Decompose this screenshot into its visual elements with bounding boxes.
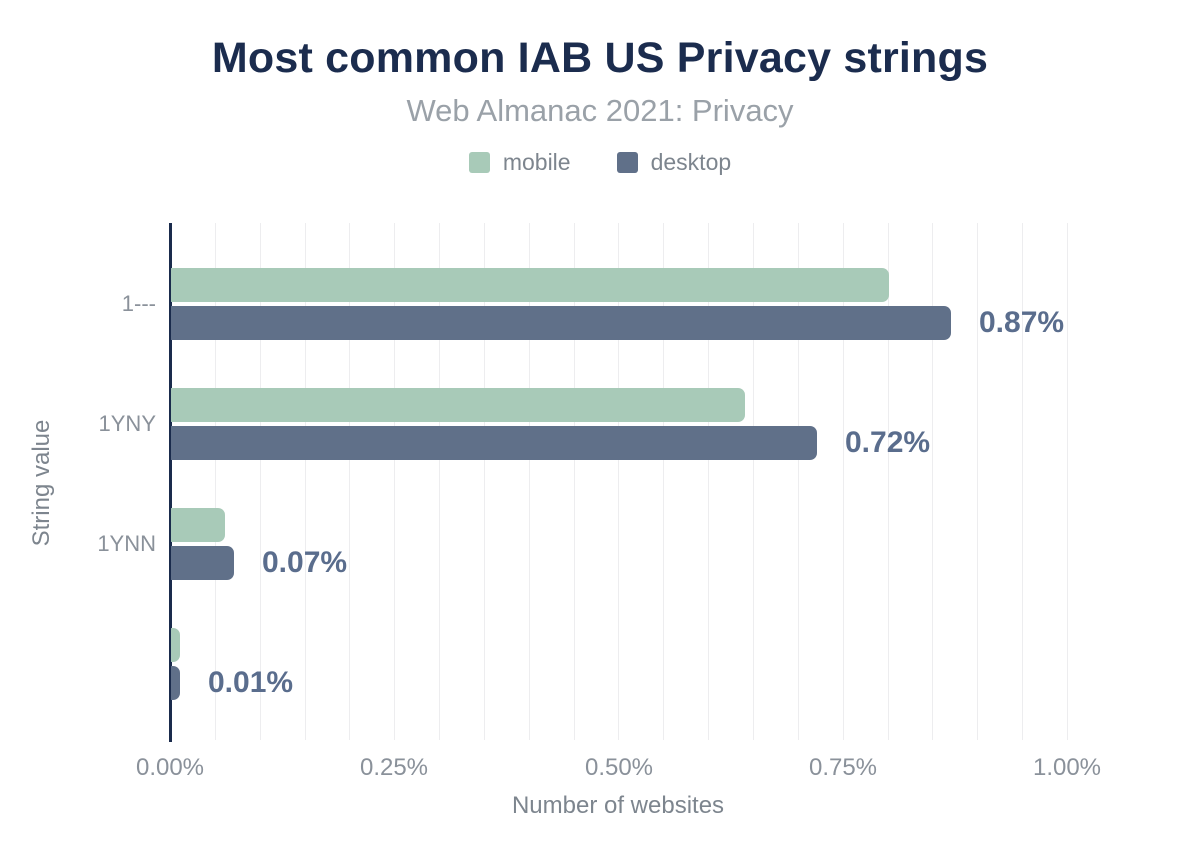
desktop-bar[interactable] bbox=[171, 306, 951, 340]
gridline bbox=[439, 223, 440, 740]
plot-area: 1--- 0.87% 1YNY 0.72% 1YNN 0.07% 0.01% 0.00% 0.2… bbox=[97, 223, 1130, 781]
gridline bbox=[843, 223, 844, 740]
legend-label-desktop: desktop bbox=[650, 149, 732, 175]
gridline bbox=[484, 223, 485, 740]
gridline bbox=[708, 223, 709, 740]
gridline bbox=[529, 223, 530, 740]
gridline bbox=[305, 223, 306, 740]
gridline bbox=[977, 223, 978, 740]
gridline bbox=[1022, 223, 1023, 740]
gridline bbox=[1067, 223, 1068, 740]
x-tick-label: 0.75% bbox=[808, 754, 878, 781]
gridline bbox=[574, 223, 575, 740]
category-label: 1YNY bbox=[98, 411, 156, 436]
mobile-bar[interactable] bbox=[171, 508, 225, 542]
category-label: 1--- bbox=[121, 291, 156, 316]
mobile-bar[interactable] bbox=[171, 388, 745, 422]
legend-item-desktop[interactable]: desktop bbox=[616, 149, 732, 176]
desktop-bar[interactable] bbox=[171, 546, 234, 580]
mobile-bar[interactable] bbox=[171, 628, 180, 662]
mobile-bar[interactable] bbox=[171, 268, 889, 302]
x-tick-label: 0.25% bbox=[359, 754, 429, 781]
gridline bbox=[663, 223, 664, 740]
gridline bbox=[215, 223, 216, 740]
legend-item-mobile[interactable]: mobile bbox=[468, 149, 571, 176]
chart-title: Most common IAB US Privacy strings bbox=[211, 34, 989, 82]
gridline bbox=[349, 223, 350, 740]
gridline bbox=[260, 223, 261, 740]
x-tick-label: 1.00% bbox=[1032, 754, 1102, 781]
desktop-series-swatch-icon bbox=[616, 152, 638, 173]
legend-label-mobile: mobile bbox=[502, 149, 571, 175]
y-axis-line bbox=[169, 223, 172, 742]
gridline bbox=[798, 223, 799, 740]
value-label: 0.01% bbox=[208, 666, 294, 699]
legend: mobile desktop bbox=[0, 149, 1200, 176]
desktop-bar[interactable] bbox=[171, 666, 180, 700]
gridline bbox=[753, 223, 754, 740]
gridline bbox=[888, 223, 889, 740]
gridline bbox=[932, 223, 933, 740]
value-label: 0.87% bbox=[979, 306, 1065, 339]
x-tick-label: 0.50% bbox=[584, 754, 654, 781]
gridline bbox=[618, 223, 619, 740]
gridline bbox=[394, 223, 395, 740]
chart-subtitle: Web Almanac 2021: Privacy bbox=[406, 93, 794, 128]
x-tick-label: 0.00% bbox=[135, 754, 205, 781]
x-axis-title: Number of websites bbox=[511, 792, 725, 819]
y-axis-title: String value bbox=[28, 419, 55, 547]
mobile-series-swatch-icon bbox=[468, 152, 490, 173]
desktop-bar[interactable] bbox=[171, 426, 817, 460]
category-label: 1YNN bbox=[97, 531, 156, 556]
value-label: 0.72% bbox=[845, 426, 931, 459]
value-label: 0.07% bbox=[262, 546, 348, 579]
